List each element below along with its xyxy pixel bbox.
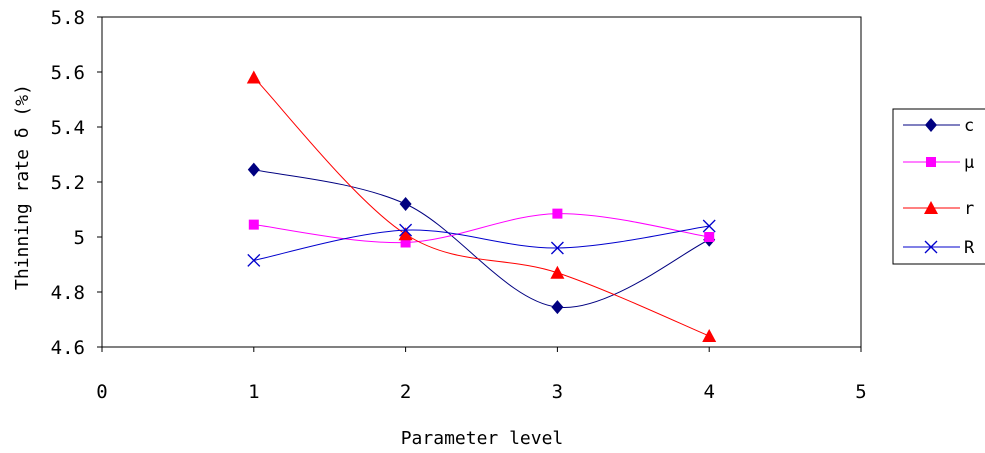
legend-marker (924, 201, 938, 214)
series-line (253, 169, 710, 308)
x-tick-label: 3 (552, 381, 563, 403)
legend-marker (926, 157, 936, 167)
data-point (702, 329, 717, 342)
x-tick-label: 2 (400, 381, 411, 403)
x-tick-label: 0 (96, 381, 107, 403)
x-tick-label: 1 (248, 381, 259, 403)
legend-marker (924, 240, 938, 254)
y-tick-label: 4.6 (51, 337, 85, 359)
series-layer (246, 70, 717, 342)
data-point (552, 208, 563, 219)
y-tick-label: 5.8 (51, 7, 85, 29)
y-tick-label: 5 (74, 227, 85, 249)
y-tick-label: 5.2 (51, 172, 85, 194)
data-point (704, 232, 715, 242)
data-point (702, 219, 716, 233)
data-point (399, 223, 413, 237)
x-tick-label: 4 (703, 381, 714, 403)
data-point (550, 265, 565, 279)
series-line (253, 77, 710, 337)
plot-area (101, 16, 862, 348)
data-point (550, 241, 564, 255)
data-point (247, 253, 261, 267)
legend-item: r (903, 199, 974, 219)
x-tick-label: 5 (855, 381, 866, 403)
legend-marker (925, 118, 937, 132)
legend-label: r (964, 199, 974, 219)
series-3 (246, 70, 717, 342)
y-tick-label: 4.8 (51, 282, 85, 304)
series-2 (248, 208, 715, 248)
data-point (400, 237, 411, 248)
legend-item: μ (903, 153, 974, 173)
data-point (551, 300, 564, 315)
legend-label: R (964, 238, 975, 258)
y-axis-ticks: 4.6 4.8 5 5.2 5.4 5.6 5.8 (51, 7, 102, 359)
series-line (253, 225, 710, 261)
data-point (399, 197, 412, 211)
legend: cμ rR (892, 108, 985, 265)
data-point (247, 162, 260, 177)
legend-item: c (903, 116, 974, 136)
legend-item: R (903, 238, 975, 258)
legend-label: c (964, 116, 974, 136)
y-tick-label: 5.6 (51, 62, 85, 84)
data-point (248, 219, 259, 230)
data-point (398, 227, 413, 241)
series-1 (247, 162, 716, 315)
y-axis-title: Thinning rate δ (%) (12, 84, 33, 290)
y-tick-label: 5.4 (51, 117, 85, 139)
data-point (246, 70, 261, 84)
x-axis-title: Parameter level (401, 428, 564, 449)
legend-box (892, 108, 985, 265)
series-4 (247, 219, 716, 267)
x-axis-ticks: 0 1 2 3 4 5 (96, 347, 867, 403)
series-line (253, 213, 710, 244)
legend-label: μ (964, 153, 974, 173)
